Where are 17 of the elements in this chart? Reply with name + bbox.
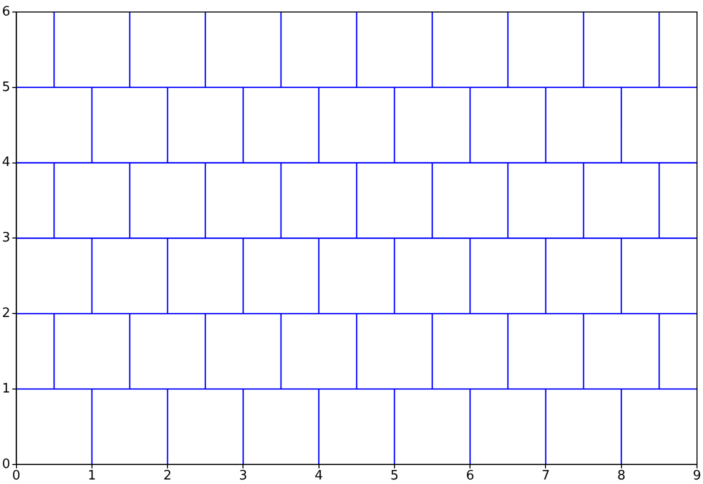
x-tick-label: 6	[466, 468, 474, 484]
y-tick-label: 1	[2, 381, 10, 396]
x-tick-label: 4	[314, 468, 323, 484]
y-tick-label: 6	[2, 4, 10, 20]
y-tick-label: 2	[2, 306, 10, 321]
x-tick-label: 0	[12, 468, 20, 484]
x-tick-label: 1	[88, 468, 96, 484]
x-tick-label: 2	[163, 468, 172, 484]
x-tick-label: 7	[542, 468, 550, 484]
x-tick-label: 9	[692, 468, 702, 484]
y-tick-label: 3	[2, 230, 10, 246]
x-tick-label: 8	[617, 468, 626, 484]
y-tick-label: 0	[2, 456, 10, 472]
y-tick-label: 5	[2, 80, 10, 95]
x-tick-label: 3	[239, 468, 248, 484]
x-tick-label: 5	[390, 468, 399, 484]
y-tick-label: 4	[2, 155, 10, 170]
